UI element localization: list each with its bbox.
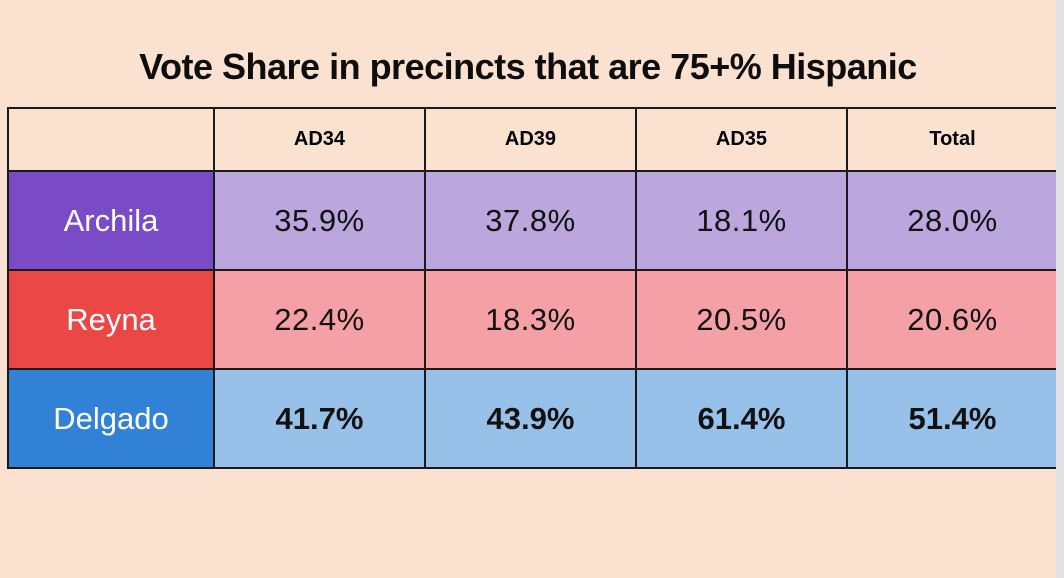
row-label-reyna: Reyna bbox=[7, 269, 215, 370]
cell-delgado-ad39: 43.9% bbox=[424, 368, 637, 469]
column-header-total: Total bbox=[846, 107, 1059, 172]
corner-cell bbox=[7, 107, 215, 172]
table-row: Archila 35.9% 37.8% 18.1% 28.0% bbox=[7, 170, 1059, 271]
column-header-ad35: AD35 bbox=[635, 107, 848, 172]
header-row: AD34 AD39 AD35 Total bbox=[7, 107, 1059, 172]
cell-delgado-ad34: 41.7% bbox=[213, 368, 426, 469]
cell-reyna-ad39: 18.3% bbox=[424, 269, 637, 370]
vertical-scrollbar[interactable] bbox=[1056, 0, 1064, 578]
table-row: Delgado 41.7% 43.9% 61.4% 51.4% bbox=[7, 368, 1059, 469]
cell-archila-total: 28.0% bbox=[846, 170, 1059, 271]
cell-reyna-ad34: 22.4% bbox=[213, 269, 426, 370]
column-header-ad39: AD39 bbox=[424, 107, 637, 172]
page-title: Vote Share in precincts that are 75+% Hi… bbox=[139, 46, 917, 87]
column-header-ad34: AD34 bbox=[213, 107, 426, 172]
table-row: Reyna 22.4% 18.3% 20.5% 20.6% bbox=[7, 269, 1059, 370]
cell-archila-ad34: 35.9% bbox=[213, 170, 426, 271]
cell-delgado-ad35: 61.4% bbox=[635, 368, 848, 469]
row-label-archila: Archila bbox=[7, 170, 215, 271]
cell-reyna-ad35: 20.5% bbox=[635, 269, 848, 370]
vote-share-table: AD34 AD39 AD35 Total Archila 35.9% 37.8%… bbox=[7, 107, 1059, 469]
cell-delgado-total: 51.4% bbox=[846, 368, 1059, 469]
cell-reyna-total: 20.6% bbox=[846, 269, 1059, 370]
cell-archila-ad39: 37.8% bbox=[424, 170, 637, 271]
row-label-delgado: Delgado bbox=[7, 368, 215, 469]
cell-archila-ad35: 18.1% bbox=[635, 170, 848, 271]
